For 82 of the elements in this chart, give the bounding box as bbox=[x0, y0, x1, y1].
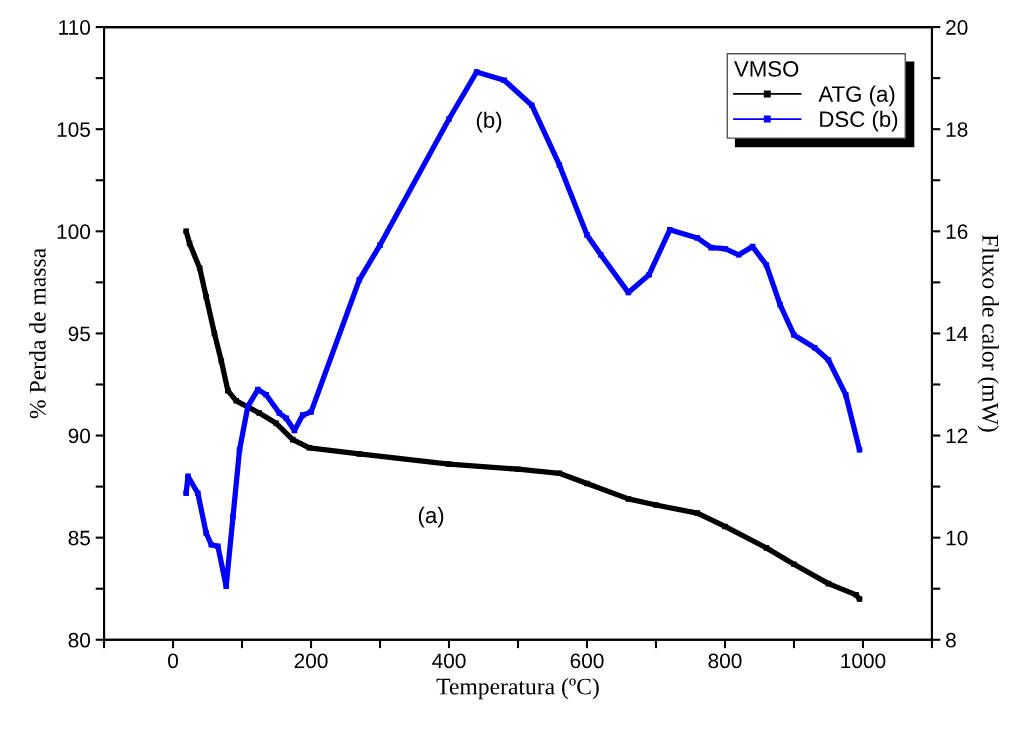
x-tick-label: 800 bbox=[708, 653, 742, 669]
point bbox=[501, 77, 507, 83]
point bbox=[203, 530, 209, 536]
y2-tick-label: 18 bbox=[946, 122, 968, 137]
point bbox=[825, 357, 832, 363]
point bbox=[225, 387, 231, 394]
point bbox=[356, 451, 363, 457]
point bbox=[791, 332, 797, 338]
point bbox=[183, 490, 189, 497]
point bbox=[195, 490, 201, 497]
point bbox=[203, 293, 209, 300]
y-tick-label: 90 bbox=[68, 428, 91, 444]
annotation: (a) bbox=[418, 506, 444, 528]
y2-tick-label: 10 bbox=[946, 530, 968, 546]
x-tick-label: 200 bbox=[294, 653, 328, 669]
point bbox=[694, 235, 701, 241]
point bbox=[183, 228, 189, 235]
annotation: (b) bbox=[476, 111, 502, 133]
point bbox=[446, 116, 452, 122]
point bbox=[708, 244, 714, 251]
x-tick-label: 1000 bbox=[841, 653, 886, 669]
x-tick-label: 600 bbox=[570, 653, 604, 669]
y2-tick-label: 12 bbox=[946, 428, 968, 444]
point bbox=[223, 583, 229, 589]
point bbox=[256, 410, 263, 416]
point bbox=[646, 271, 652, 278]
point bbox=[625, 496, 632, 502]
point bbox=[306, 445, 313, 451]
point bbox=[694, 510, 701, 516]
point bbox=[289, 436, 296, 443]
y-tick-label: 100 bbox=[57, 224, 91, 240]
point bbox=[653, 502, 659, 508]
point bbox=[276, 410, 283, 416]
point bbox=[215, 543, 221, 550]
point bbox=[556, 162, 563, 168]
point bbox=[763, 545, 770, 551]
point bbox=[584, 232, 590, 238]
x-tick-label: 0 bbox=[168, 653, 179, 669]
point bbox=[308, 409, 314, 415]
point bbox=[856, 596, 863, 602]
x-tick-label: 400 bbox=[432, 653, 466, 669]
legend-label: ATG (a) bbox=[818, 85, 895, 107]
point bbox=[446, 461, 452, 467]
point bbox=[777, 302, 783, 308]
point bbox=[233, 398, 240, 404]
legend-label: DSC (b) bbox=[820, 110, 898, 132]
y-tick-label: 85 bbox=[68, 530, 90, 546]
point bbox=[263, 391, 269, 398]
point bbox=[283, 415, 289, 421]
point bbox=[515, 466, 521, 473]
y2-tick-label: 8 bbox=[946, 632, 956, 648]
y2-tick-label: 20 bbox=[946, 20, 968, 35]
y2-axis-title: Fluxo de calor (mW) bbox=[977, 234, 999, 432]
legend-title: VMSO bbox=[734, 61, 799, 77]
point bbox=[245, 403, 251, 410]
point bbox=[208, 542, 215, 548]
point bbox=[356, 277, 363, 283]
point bbox=[791, 561, 797, 567]
point bbox=[230, 513, 236, 519]
y-tick-label: 105 bbox=[57, 122, 90, 137]
point bbox=[299, 412, 306, 418]
point bbox=[196, 265, 203, 271]
point bbox=[856, 447, 863, 453]
point bbox=[584, 480, 590, 487]
y2-tick-label: 16 bbox=[946, 224, 968, 240]
y-tick-label: 95 bbox=[68, 326, 90, 342]
point bbox=[218, 358, 225, 364]
point bbox=[377, 242, 383, 248]
point bbox=[529, 102, 535, 108]
point bbox=[185, 473, 191, 480]
point bbox=[598, 252, 604, 258]
point bbox=[853, 592, 859, 598]
y-tick-label: 110 bbox=[59, 20, 91, 35]
point bbox=[763, 262, 770, 268]
x-axis-title: Temperatura (ºC) bbox=[436, 677, 599, 700]
y-axis-title: % Perda de massa bbox=[29, 248, 46, 419]
y2-tick-label: 14 bbox=[946, 326, 968, 341]
point bbox=[273, 420, 279, 427]
point bbox=[722, 245, 728, 252]
y-tick-label: 80 bbox=[68, 632, 91, 648]
point bbox=[236, 447, 243, 453]
point bbox=[722, 523, 728, 530]
